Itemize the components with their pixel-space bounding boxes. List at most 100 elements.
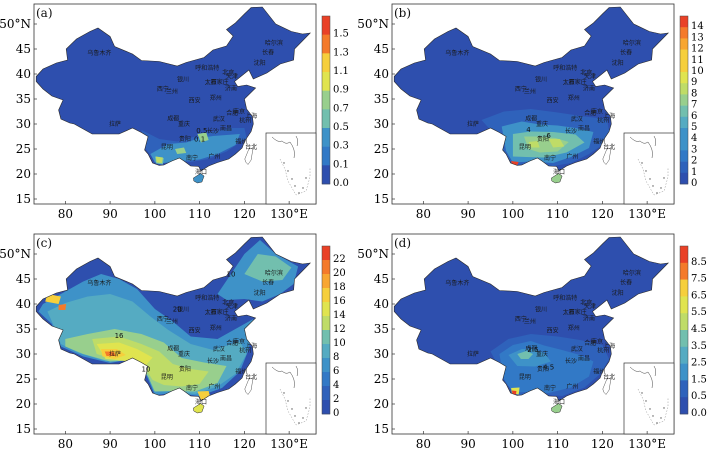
colorbar-label: 14 <box>333 310 346 321</box>
city-label: 南昌 <box>220 125 232 133</box>
country-border <box>393 236 670 402</box>
city-label: 济南 <box>225 315 237 323</box>
inset-island-dot <box>298 422 300 424</box>
lon-tick-label: 130°E <box>628 207 666 221</box>
contour-value-label: 4.5 <box>543 364 554 372</box>
city-label: 南昌 <box>578 355 590 363</box>
panel-d: 哈尔滨 长春 沈阳 乌鲁木齐 呼和浩特 北京 天津 太原 石家庄 济南 银川 兰州 西宁 郑州 西安 合肥 南京… <box>358 230 708 455</box>
city-label: 南京 <box>591 338 603 346</box>
value-contour-region <box>175 147 187 154</box>
city-label: 福州 <box>593 368 605 376</box>
city-label: 成都 <box>167 115 179 123</box>
inset-coastline <box>629 135 657 159</box>
lat-tick-label: 25 <box>374 142 389 156</box>
lon-tick-label: 80 <box>58 207 73 221</box>
colorbar-segment <box>680 363 688 381</box>
city-label: 台北 <box>603 373 615 381</box>
lon-tick-label: 120 <box>233 437 256 451</box>
lat-tick-label: 30 <box>16 347 31 361</box>
city-label: 天津 <box>226 74 238 81</box>
colorbar-label: 8 <box>333 352 339 363</box>
city-label: 福州 <box>235 138 247 146</box>
city-label: 石家庄 <box>211 308 229 316</box>
lat-tick-label: 30 <box>16 117 31 131</box>
lat-tick-label: 40 <box>374 297 389 311</box>
lat-tick-label: 50°N <box>0 247 31 261</box>
colorbar-label: 12 <box>333 324 346 335</box>
city-label: 天津 <box>226 304 238 311</box>
city-label: 上海 <box>603 112 615 120</box>
city-label: 贵阳 <box>537 135 549 143</box>
colorbar-segment <box>680 279 688 297</box>
city-label: 乌鲁木齐 <box>445 279 469 287</box>
value-contour-region <box>548 139 565 148</box>
colorbar-label: 1.5 <box>691 374 707 385</box>
colorbar-segment <box>680 380 688 398</box>
city-label: 合肥 <box>584 109 596 117</box>
taiwan-island <box>602 377 612 395</box>
south-china-sea-inset <box>265 362 317 435</box>
inset-island-dot <box>663 177 665 179</box>
lat-tick-label: 40 <box>16 67 31 81</box>
inset-island-dot <box>298 192 300 194</box>
colorbar-frame <box>679 245 689 415</box>
value-contour-region <box>155 156 163 163</box>
lat-tick-label: 20 <box>16 397 31 411</box>
colorbar-label: 3.5 <box>691 341 707 352</box>
lon-tick-label: 130°E <box>270 437 308 451</box>
inset-boundary <box>279 388 311 426</box>
lon-tick-label: 80 <box>416 207 431 221</box>
city-label: 成都 <box>525 345 537 353</box>
inset-island-dot <box>291 178 293 180</box>
city-label: 哈尔滨 <box>623 269 641 277</box>
city-label: 上海 <box>245 112 257 120</box>
city-label: 广州 <box>566 383 578 391</box>
inset-island-dot <box>649 408 651 410</box>
lat-tick-label: 25 <box>16 372 31 386</box>
city-label: 济南 <box>583 85 595 93</box>
lon-tick-label: 120 <box>591 207 614 221</box>
inset-island-dot <box>645 400 647 402</box>
country-border <box>35 236 312 402</box>
value-contour-region <box>96 342 153 365</box>
colorbar-label: 5 <box>691 122 697 133</box>
lon-tick-label: 90 <box>460 207 475 221</box>
inset-island-dot <box>305 407 307 409</box>
colorbar-segment <box>680 94 688 106</box>
value-contour-region <box>150 134 240 163</box>
city-label: 广州 <box>566 153 578 161</box>
city-label: 呼和浩特 <box>553 64 577 72</box>
city-label: 北京 <box>222 69 234 77</box>
value-contour-region <box>244 254 292 282</box>
lon-tick-label: 120 <box>233 207 256 221</box>
lon-tick-label: 100 <box>501 207 524 221</box>
city-label: 长沙 <box>565 357 577 365</box>
colorbar-label: 5.5 <box>691 307 707 318</box>
inset-island-dot <box>283 162 285 164</box>
colorbar-frame <box>321 15 331 185</box>
inset-boundary <box>637 388 669 426</box>
colorbar-label: 11 <box>691 55 704 66</box>
city-label: 南京 <box>233 108 245 116</box>
city-label: 太原 <box>205 309 217 317</box>
city-label: 上海 <box>603 342 615 350</box>
colorbar-label: 0.0 <box>691 408 707 419</box>
colorbar-segment <box>680 296 688 314</box>
city-label: 西宁 <box>157 85 169 93</box>
colorbar-segment <box>322 128 330 147</box>
panel-c: 哈尔滨 长春 沈阳 乌鲁木齐 呼和浩特 北京 天津 太原 石家庄 济南 银川 兰州 西宁 郑州 西安 合肥 南京… <box>0 230 350 455</box>
hainan-island <box>193 173 205 184</box>
lon-tick-label: 110 <box>188 437 211 451</box>
city-label: 石家庄 <box>569 308 587 316</box>
colorbar-label: 4 <box>333 380 339 391</box>
city-label: 北京 <box>222 299 234 307</box>
colorbar-segment <box>322 246 330 261</box>
colorbar-segment <box>322 330 330 345</box>
inset-island-dot <box>641 162 643 164</box>
inset-boundary <box>279 158 311 196</box>
colorbar-label: 22 <box>333 254 346 265</box>
value-contour-region <box>104 351 116 356</box>
colorbar-segment <box>322 274 330 289</box>
